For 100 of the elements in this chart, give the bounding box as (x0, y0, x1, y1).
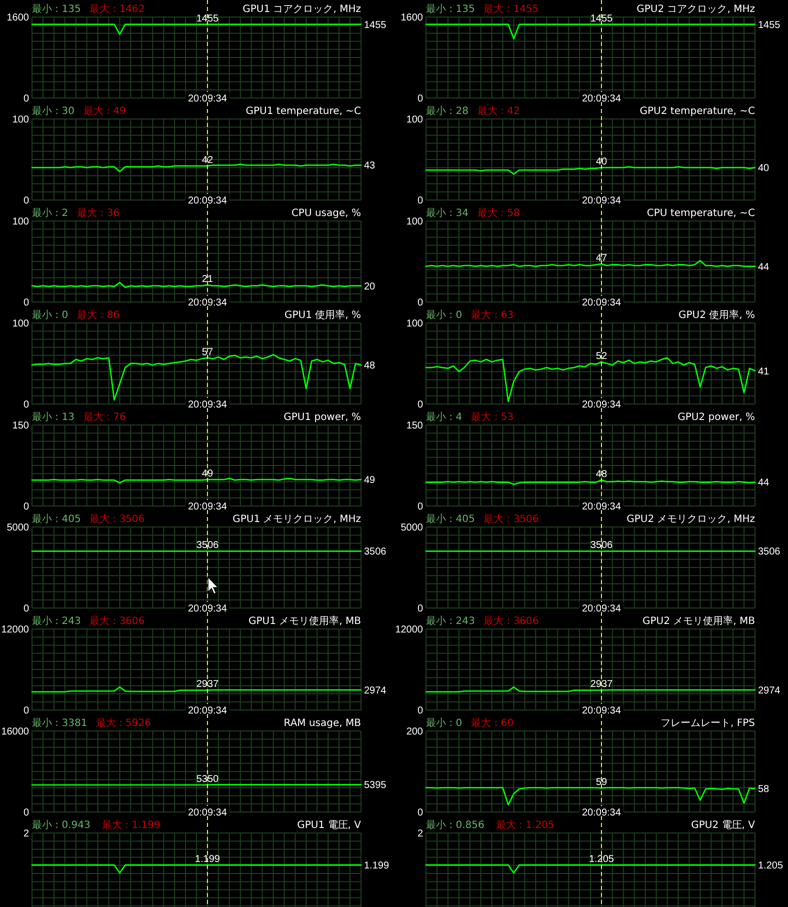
text: 最大 : 3606 (90, 615, 145, 627)
y-tick-label: 0 (23, 604, 30, 614)
text: 最大 : 1462 (90, 3, 145, 15)
text: 最小 : 243 (32, 615, 81, 627)
annotation: 42 (202, 154, 214, 166)
text: 1455 (364, 20, 387, 31)
text: 3506 (758, 546, 781, 558)
chart-title: GPU2 電圧, V (691, 820, 756, 831)
text: 最大 : 1.205 (496, 819, 554, 831)
y-tick-label: 5000 (400, 522, 424, 534)
chart-title: GPU1 コアクロック, MHz (242, 4, 361, 15)
text: 最大 : 53 (471, 411, 514, 423)
text: 最小 : 13 (32, 411, 74, 423)
text: 最大 : 63 (471, 309, 514, 321)
text: 最小 : 34 (426, 207, 468, 219)
y-tick-label: 0 (417, 808, 424, 818)
y-tick-label: 200 (406, 726, 424, 738)
text: 最小 : 135 (32, 3, 81, 15)
text: 最小 : 0.856 (426, 819, 484, 831)
annotation: 20:09:34 (582, 706, 622, 716)
y-tick-label: 0 (23, 196, 30, 206)
text: 最大 : 5926 (96, 717, 151, 729)
text: 最大 : 86 (77, 309, 120, 321)
y-tick-label: 0 (23, 706, 30, 716)
y-tick-label: 100 (406, 114, 424, 126)
text: 1.199 (364, 860, 390, 872)
text: 最小 : 0 (426, 717, 462, 729)
y-tick-label: 0 (417, 298, 424, 308)
text: 2974 (758, 685, 781, 696)
text: 最大 : 3506 (90, 513, 145, 525)
annotation: 20:09:34 (188, 94, 228, 104)
y-tick-label: 100 (12, 216, 30, 228)
y-tick-label: 0 (23, 808, 30, 818)
y-tick-label: 150 (12, 420, 30, 432)
y-tick-label: 100 (406, 318, 424, 330)
text: 3506 (364, 546, 387, 558)
y-tick-label: 150 (406, 420, 424, 432)
text: 最大 : 1455 (484, 3, 539, 15)
annotation: 3506 (590, 540, 614, 552)
chart-title: CPU temperature, ~C (646, 208, 756, 219)
y-tick-label: 1600 (400, 12, 424, 24)
chart-title: GPU2 使用率, % (678, 309, 755, 321)
text: 最小 : 0.943 (32, 819, 90, 831)
y-tick-label: 0 (23, 502, 30, 512)
text: 最小 : 4 (426, 411, 462, 423)
y-tick-label: 0 (23, 94, 30, 104)
y-tick-label: 1600 (6, 12, 30, 24)
annotation: 48 (596, 469, 608, 480)
annotation: 59 (596, 777, 608, 788)
annotation: 1.205 (588, 854, 614, 865)
annotation: 20:09:34 (582, 94, 622, 104)
annotation: 20:09:34 (582, 298, 622, 308)
chart-title: フレームレート, FPS (660, 718, 755, 729)
text: 最小 : 0 (426, 309, 462, 321)
annotation: 20:09:34 (582, 400, 622, 410)
text: 最大 : 76 (83, 411, 126, 423)
y-tick-label: 0 (23, 400, 30, 410)
annotation: 52 (596, 350, 608, 362)
text: 最小 : 3381 (32, 717, 88, 729)
text: 最小 : 405 (32, 513, 81, 525)
chart-title: GPU2 power, % (678, 412, 755, 423)
text: 20 (364, 281, 376, 292)
y-tick-label: 5000 (6, 522, 30, 534)
annotation: 21 (202, 274, 214, 285)
annotation: 1455 (590, 13, 614, 24)
y-tick-label: 0 (417, 502, 424, 512)
annotation: 47 (596, 252, 608, 264)
text: 最大 : 3606 (484, 615, 539, 627)
annotation: 1.199 (194, 854, 220, 865)
y-tick-label: 16000 (1, 726, 30, 738)
text: 58 (758, 784, 770, 796)
annotation: 20:09:34 (188, 298, 228, 308)
text: 最大 : 36 (77, 207, 120, 219)
text: 最小 : 28 (426, 105, 468, 117)
text: 41 (758, 366, 770, 378)
y-tick-label: 12000 (1, 624, 30, 636)
annotation: 20:09:34 (582, 604, 622, 614)
annotation: 2937 (590, 679, 614, 690)
text: 最小 : 135 (426, 3, 475, 15)
text: 40 (758, 163, 770, 174)
chart-title: GPU1 電圧, V (297, 820, 362, 831)
text: 最小 : 0 (32, 309, 68, 321)
chart-title: RAM usage, MB (284, 718, 362, 729)
y-tick-label: 0 (23, 298, 30, 308)
y-tick-label: 0 (417, 196, 424, 206)
chart-title: GPU2 temperature, ~C (640, 106, 756, 117)
chart-title: GPU2 コアクロック, MHz (636, 4, 755, 15)
annotation: 2937 (196, 679, 220, 690)
y-tick-label: 100 (406, 216, 424, 228)
text: 最大 : 3506 (484, 513, 539, 525)
annotation: 57 (202, 346, 214, 358)
annotation: 20:09:34 (188, 502, 228, 512)
chart-title: GPU2 メモリ使用率, MB (642, 615, 756, 627)
chart-title: GPU2 メモリクロック, MHz (626, 514, 755, 525)
y-tick-label: 12000 (395, 624, 424, 636)
text: 5395 (364, 780, 387, 792)
text: 最小 : 30 (32, 105, 74, 117)
annotation: 1455 (196, 13, 220, 24)
annotation: 20:09:34 (188, 706, 228, 716)
annotation: 5350 (196, 774, 220, 785)
